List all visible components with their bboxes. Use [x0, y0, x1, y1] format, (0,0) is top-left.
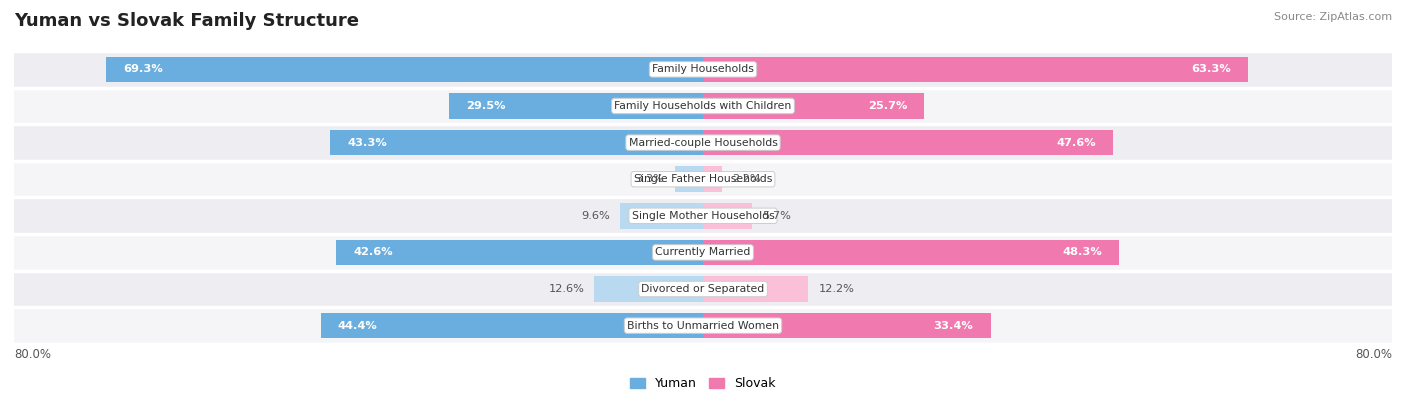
Bar — [330, 130, 703, 155]
Text: Divorced or Separated: Divorced or Separated — [641, 284, 765, 294]
Bar — [14, 271, 1392, 307]
Bar — [14, 161, 1392, 198]
Bar — [14, 51, 1392, 88]
Bar — [14, 198, 1392, 234]
Bar — [449, 93, 703, 119]
Text: Single Mother Households: Single Mother Households — [631, 211, 775, 221]
Text: 3.3%: 3.3% — [636, 174, 664, 184]
Text: 5.7%: 5.7% — [762, 211, 792, 221]
Text: 43.3%: 43.3% — [347, 137, 387, 148]
Bar — [595, 276, 703, 302]
Text: 25.7%: 25.7% — [868, 101, 907, 111]
Text: 80.0%: 80.0% — [14, 348, 51, 361]
Text: Married-couple Households: Married-couple Households — [628, 137, 778, 148]
Text: 12.2%: 12.2% — [818, 284, 855, 294]
Bar — [14, 124, 1392, 161]
Bar — [336, 240, 703, 265]
Text: 2.2%: 2.2% — [733, 174, 761, 184]
Text: Family Households: Family Households — [652, 64, 754, 74]
Text: Family Households with Children: Family Households with Children — [614, 101, 792, 111]
Legend: Yuman, Slovak: Yuman, Slovak — [626, 372, 780, 395]
Bar — [703, 166, 721, 192]
Text: 12.6%: 12.6% — [548, 284, 583, 294]
Bar — [321, 313, 703, 339]
Bar — [703, 313, 991, 339]
Bar — [703, 240, 1119, 265]
Text: Currently Married: Currently Married — [655, 247, 751, 258]
Text: 80.0%: 80.0% — [1355, 348, 1392, 361]
Text: Source: ZipAtlas.com: Source: ZipAtlas.com — [1274, 12, 1392, 22]
Bar — [620, 203, 703, 229]
Text: 44.4%: 44.4% — [337, 321, 378, 331]
Text: Single Father Households: Single Father Households — [634, 174, 772, 184]
Text: 69.3%: 69.3% — [124, 64, 163, 74]
Text: Yuman vs Slovak Family Structure: Yuman vs Slovak Family Structure — [14, 12, 359, 30]
Text: 63.3%: 63.3% — [1191, 64, 1230, 74]
Bar — [14, 307, 1392, 344]
Bar — [703, 130, 1114, 155]
Bar — [703, 203, 752, 229]
Text: 9.6%: 9.6% — [581, 211, 610, 221]
Bar — [703, 56, 1249, 82]
Bar — [14, 88, 1392, 124]
Text: Births to Unmarried Women: Births to Unmarried Women — [627, 321, 779, 331]
Text: 42.6%: 42.6% — [353, 247, 394, 258]
Text: 48.3%: 48.3% — [1062, 247, 1102, 258]
Bar — [107, 56, 703, 82]
Bar — [675, 166, 703, 192]
Text: 29.5%: 29.5% — [467, 101, 506, 111]
Text: 33.4%: 33.4% — [934, 321, 973, 331]
Bar — [703, 93, 924, 119]
Bar — [703, 276, 808, 302]
Text: 47.6%: 47.6% — [1056, 137, 1095, 148]
Bar — [14, 234, 1392, 271]
